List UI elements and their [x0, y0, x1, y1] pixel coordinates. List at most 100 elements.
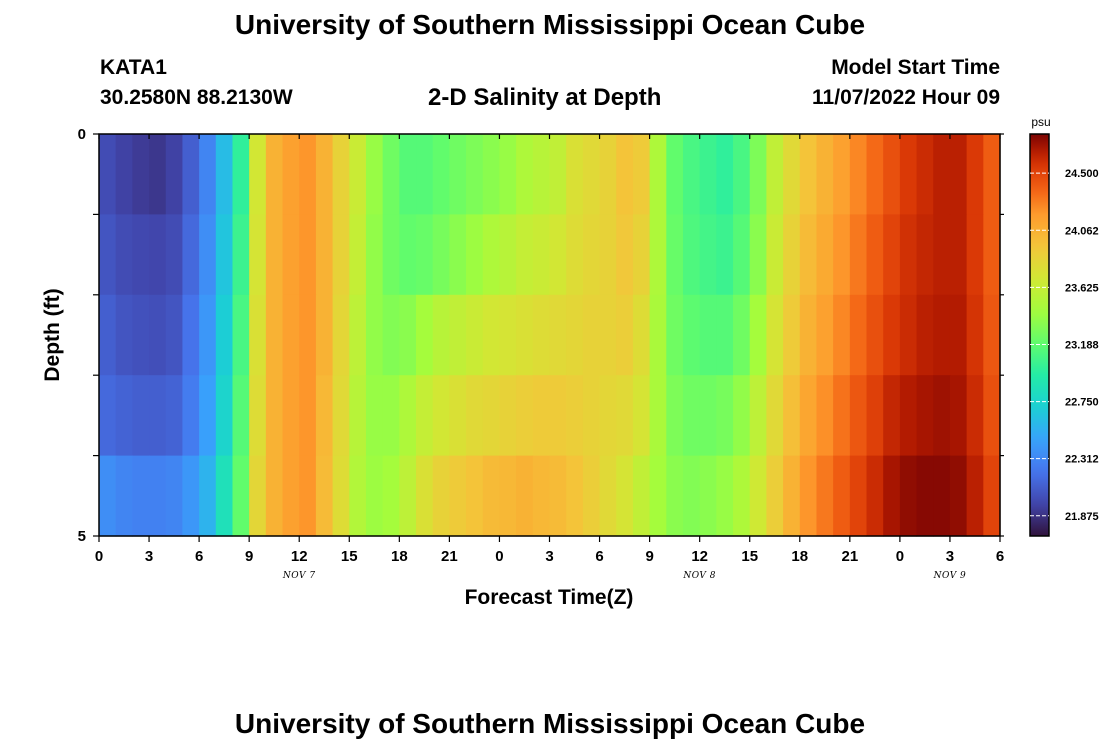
heatmap-cell	[749, 375, 768, 457]
heatmap-cell	[582, 134, 601, 215]
x-tick-label: 12	[691, 548, 708, 565]
day-label: NOV 9	[933, 571, 967, 581]
heatmap-cell	[265, 134, 284, 215]
heatmap-cell	[716, 294, 734, 376]
heatmap-cell	[783, 294, 801, 376]
heatmap-cell	[382, 294, 400, 376]
heatmap-cell	[282, 214, 300, 296]
heatmap-cell	[399, 134, 417, 215]
heatmap-cell	[616, 214, 634, 296]
heatmap-cell	[983, 134, 1001, 215]
heatmap-cell	[249, 214, 267, 296]
heatmap-cell	[282, 455, 300, 537]
heatmap-cell	[733, 134, 751, 215]
heatmap-cell	[599, 214, 617, 296]
heatmap-cell	[382, 455, 400, 537]
heatmap-cell	[599, 455, 617, 537]
heatmap-cell	[816, 294, 834, 376]
heatmap-cell	[799, 455, 818, 537]
heatmap-cell	[99, 134, 117, 215]
heatmap-cell	[949, 214, 968, 296]
heatmap-cell	[949, 455, 968, 537]
heatmap-cell	[833, 375, 851, 457]
heatmap-cell	[299, 375, 317, 457]
heatmap-cell	[482, 375, 501, 457]
heatmap-cell	[149, 455, 167, 537]
heatmap-cell	[616, 455, 634, 537]
heatmap-cell	[432, 134, 450, 215]
heatmap-cell	[849, 214, 868, 296]
heatmap-cell	[482, 455, 501, 537]
heatmap-cell	[232, 455, 250, 537]
heatmap-cell	[315, 134, 334, 215]
heatmap-cell	[883, 134, 901, 215]
y-tick-label: 5	[78, 528, 86, 545]
x-tick-label: 21	[841, 548, 858, 565]
heatmap-cell	[883, 375, 901, 457]
heatmap-cell	[332, 214, 350, 296]
x-tick-label: 3	[145, 548, 153, 565]
heatmap-cell	[332, 134, 350, 215]
heatmap-cell	[632, 455, 651, 537]
heatmap-cell	[549, 375, 567, 457]
colorbar-tick-label: 24.500	[1065, 168, 1099, 180]
heatmap-cell	[649, 455, 667, 537]
heatmap-cell	[649, 134, 667, 215]
heatmap-cell	[249, 375, 267, 457]
heatmap-cell	[699, 134, 717, 215]
heatmap-cell	[549, 294, 567, 376]
heatmap-cell	[766, 134, 784, 215]
heatmap-cell	[365, 214, 384, 296]
heatmap-cell	[716, 455, 734, 537]
heatmap-cell	[766, 455, 784, 537]
heatmap-cell	[883, 294, 901, 376]
axes: 0 3 6 9 12 15 18 21 0 3 6 9 12 15 18 21 0 3 6 NOV 7 NOV 8 NOV…	[78, 126, 1005, 581]
heatmap-cell	[115, 455, 133, 537]
heatmap-cell	[499, 134, 517, 215]
heatmap-cell	[666, 134, 684, 215]
heatmap-cell	[499, 214, 517, 296]
heatmap-cell	[566, 134, 584, 215]
heatmap-cell	[916, 134, 934, 215]
heatmap-cell	[899, 214, 918, 296]
heatmap-cell	[682, 294, 701, 376]
heatmap-cell	[232, 375, 250, 457]
heatmap-cell	[332, 375, 350, 457]
heatmap-cell	[182, 455, 200, 537]
x-tick-label: 9	[245, 548, 253, 565]
heatmap-cells	[99, 134, 1001, 537]
heatmap-cell	[315, 294, 334, 376]
heatmap-cell	[132, 134, 150, 215]
heatmap-cell	[349, 294, 367, 376]
x-tick-label: 21	[441, 548, 458, 565]
heatmap-cell	[849, 375, 868, 457]
heatmap-cell	[499, 375, 517, 457]
heatmap-cell	[632, 294, 651, 376]
heatmap-cell	[332, 455, 350, 537]
heatmap-cell	[749, 214, 768, 296]
heatmap-cell	[449, 294, 467, 376]
heatmap-cell	[532, 214, 551, 296]
heatmap-cell	[599, 294, 617, 376]
heatmap-cell	[833, 455, 851, 537]
heatmap-cell	[182, 134, 200, 215]
heatmap-cell	[616, 294, 634, 376]
heatmap-cell	[699, 214, 717, 296]
heatmap-cell	[849, 134, 868, 215]
heatmap-cell	[482, 294, 501, 376]
heatmap-cell	[966, 455, 984, 537]
heatmap-cell	[149, 214, 167, 296]
heatmap-cell	[299, 214, 317, 296]
heatmap-cell	[315, 214, 334, 296]
heatmap-cell	[466, 375, 484, 457]
heatmap-cell	[232, 214, 250, 296]
colorbar-unit: psu	[1031, 115, 1050, 129]
heatmap-cell	[115, 214, 133, 296]
heatmap-cell	[399, 294, 417, 376]
heatmap-cell	[983, 294, 1001, 376]
heatmap-cell	[532, 134, 551, 215]
x-tick-label: 6	[996, 548, 1004, 565]
heatmap-cell	[499, 455, 517, 537]
heatmap-cell	[466, 134, 484, 215]
